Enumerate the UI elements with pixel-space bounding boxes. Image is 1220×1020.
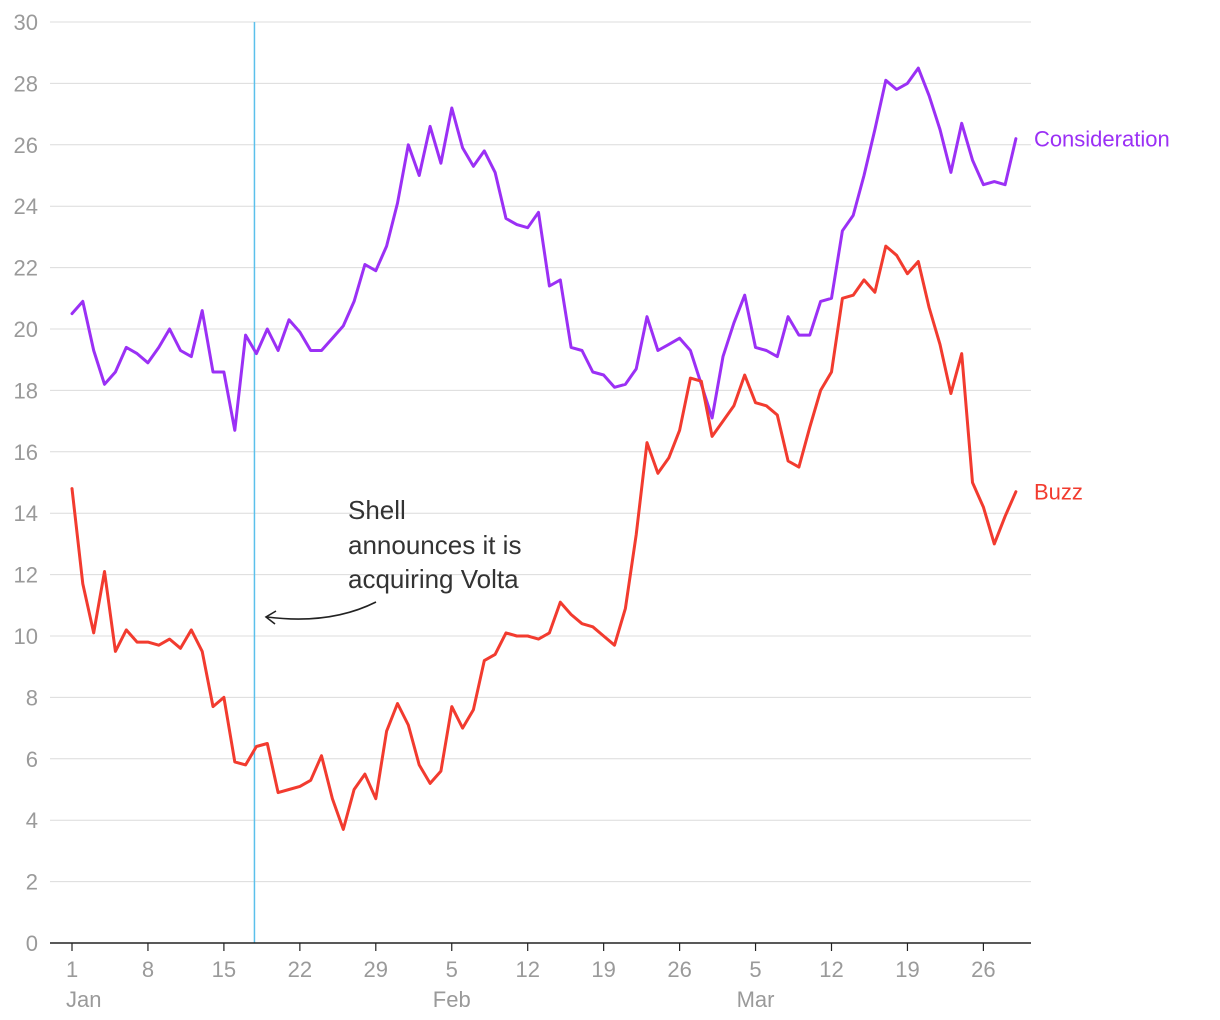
annotation-arrow (266, 601, 377, 620)
x-tick-label: 19 (591, 957, 615, 982)
y-tick-label: 28 (14, 71, 38, 96)
annotation-line-3: acquiring Volta (348, 564, 519, 594)
y-tick-label: 26 (14, 133, 38, 158)
y-tick-label: 24 (14, 194, 38, 219)
month-label: Jan (66, 987, 101, 1012)
series-labels: Consideration Buzz (1034, 127, 1170, 505)
series-line-consideration (70, 66, 1018, 432)
y-tick-label: 22 (14, 256, 38, 281)
month-label: Mar (737, 987, 775, 1012)
x-tick-label: 29 (364, 957, 388, 982)
annotation-line-1: Shell (348, 495, 406, 525)
series-label-buzz: Buzz (1034, 480, 1083, 505)
y-tick-label: 18 (14, 378, 38, 403)
x-tick-label: 8 (142, 957, 154, 982)
y-tick-label: 20 (14, 317, 38, 342)
y-tick-label: 0 (26, 931, 38, 956)
annotation: Shell announces it is acquiring Volta (264, 495, 521, 625)
x-tick-label: 26 (971, 957, 995, 982)
x-tick-label: 12 (515, 957, 539, 982)
y-tick-label: 12 (14, 563, 38, 588)
y-tick-label: 14 (14, 501, 38, 526)
x-tick-label: 22 (288, 957, 312, 982)
y-tick-label: 6 (26, 747, 38, 772)
series-label-consideration: Consideration (1034, 127, 1170, 152)
x-tick-label: 5 (446, 957, 458, 982)
y-tick-label: 2 (26, 870, 38, 895)
y-tick-label: 8 (26, 685, 38, 710)
y-tick-label: 30 (14, 10, 38, 35)
x-tick-label: 19 (895, 957, 919, 982)
y-tick-label: 10 (14, 624, 38, 649)
x-tick-label: 5 (749, 957, 761, 982)
month-label: Feb (433, 987, 471, 1012)
y-tick-label: 4 (26, 808, 38, 833)
annotation-arrowhead (264, 610, 277, 625)
annotation-line-2: announces it is (348, 530, 521, 560)
series-line-buzz (70, 244, 1018, 831)
x-tick-label: 1 (66, 957, 78, 982)
y-tick-label: 16 (14, 440, 38, 465)
x-tick-label: 15 (212, 957, 236, 982)
x-axis-ticks: 1 Jan 8 15 22 29 5 Feb 12 19 26 5 Mar 12 19 26 (66, 943, 996, 1012)
grid-lines (50, 21, 1031, 883)
x-tick-label: 12 (819, 957, 843, 982)
x-tick-label: 26 (667, 957, 691, 982)
series-lines (70, 66, 1018, 831)
